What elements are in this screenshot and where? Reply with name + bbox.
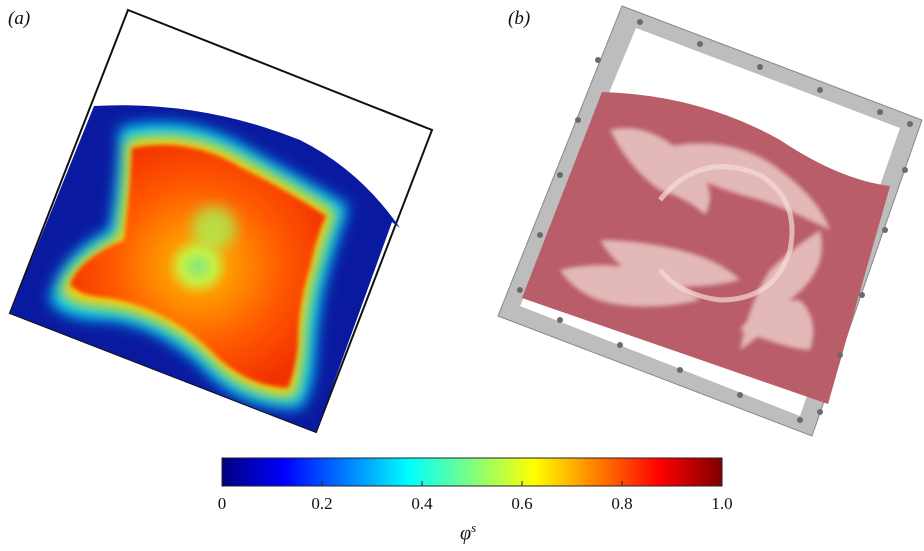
panel-b-label: (b) (508, 8, 531, 29)
colorbar-tick-label: 0.6 (511, 494, 533, 513)
panel-a-volume-fraction-field (10, 105, 400, 432)
colorbar (221, 457, 723, 487)
colorbar-title-superscript: s (471, 520, 477, 535)
colorbar-tick-label: 0 (217, 494, 227, 513)
colorbar-title: φs (460, 520, 476, 546)
colorbar-gradient (221, 457, 723, 487)
colorbar-title-symbol: φ (460, 522, 472, 545)
colorbar-tick-label: 0.8 (611, 494, 633, 513)
colorbar-tick-label: 0.4 (411, 494, 433, 513)
panel-b-frame-bolts (517, 19, 913, 423)
panel-b-experiment-photo (497, 5, 923, 437)
panel-a-label: (a) (8, 8, 31, 29)
panel-a-simulation (8, 8, 434, 434)
colorbar-tick-marks (221, 481, 723, 486)
colorbar-tick-label: 1.0 (711, 494, 733, 513)
colorbar-tick-label: 0.2 (311, 494, 333, 513)
